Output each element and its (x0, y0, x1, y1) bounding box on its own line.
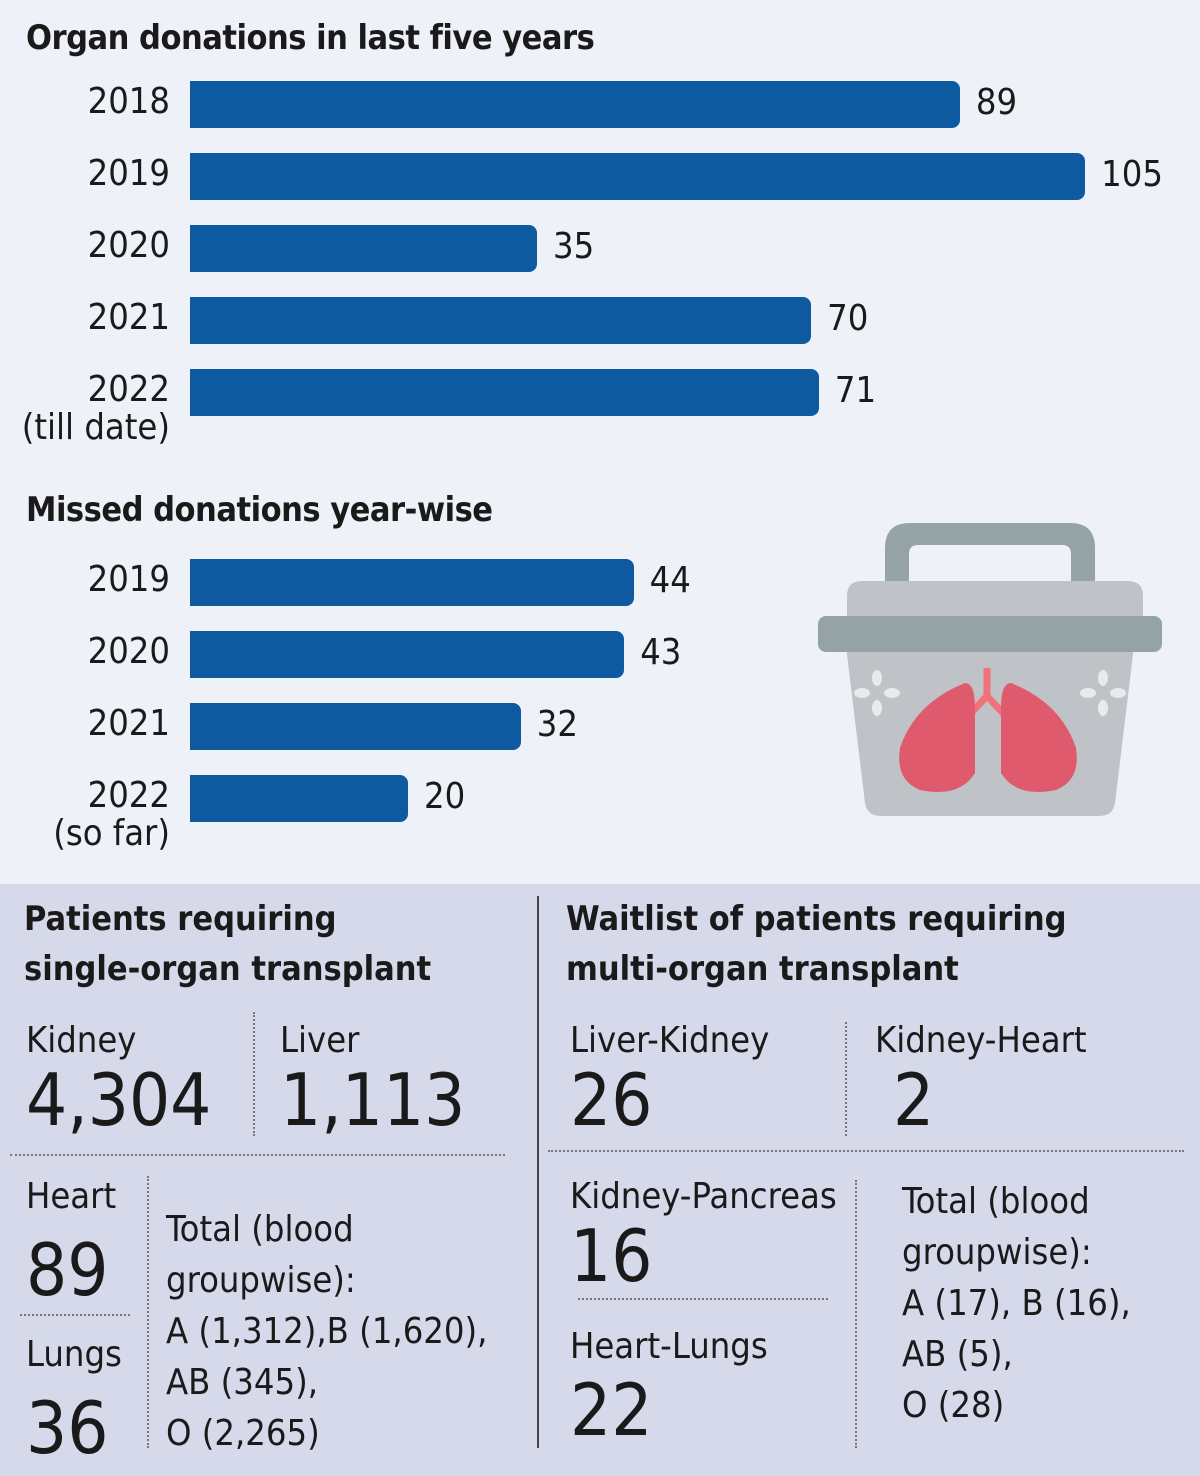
data-label: 43 (640, 632, 682, 673)
heart-value: 89 (26, 1228, 109, 1312)
bar (190, 631, 625, 678)
bar (190, 225, 538, 272)
data-label: 35 (553, 226, 595, 267)
category-label: 2022 (87, 775, 170, 816)
text-line: Total (blood (166, 1209, 354, 1250)
kidney-value: 4,304 (26, 1058, 212, 1142)
heart-label: Heart (26, 1176, 117, 1217)
text-line: A (1,312),B (1,620), (166, 1311, 488, 1352)
category-label: 2022 (87, 369, 170, 410)
kidney-heart-value: 2 (893, 1058, 935, 1142)
category-note: (so far) (53, 813, 170, 854)
category-label: 2018 (87, 81, 170, 122)
text-line: O (2,265) (166, 1413, 320, 1454)
bar (190, 703, 521, 750)
kidney-heart-label: Kidney-Heart (875, 1020, 1087, 1061)
liver-kidney-label: Liver-Kidney (570, 1020, 770, 1061)
lungs-label: Lungs (26, 1334, 122, 1375)
text-line: A (17), B (16), (902, 1283, 1131, 1324)
text-line: groupwise): (166, 1260, 356, 1301)
text-line: AB (345), (166, 1362, 319, 1403)
category-note: (till date) (21, 407, 170, 448)
data-label: 44 (649, 560, 691, 601)
liver-value: 1,113 (280, 1058, 466, 1142)
bar (190, 81, 960, 128)
bar (190, 369, 819, 416)
multi-title-2: multi-organ transplant (566, 949, 959, 989)
liver-label: Liver (280, 1020, 360, 1061)
bar (190, 559, 634, 606)
lungs-value: 36 (26, 1386, 109, 1470)
data-label: 32 (536, 704, 578, 745)
single-title-2: single-organ transplant (24, 949, 432, 989)
heart-lungs-value: 22 (570, 1368, 653, 1452)
data-label: 20 (424, 776, 466, 817)
organ-cooler-box-with-lungs-icon (818, 523, 1162, 816)
kidney-pancreas-label: Kidney-Pancreas (570, 1176, 837, 1217)
text-line: groupwise): (902, 1232, 1092, 1273)
category-label: 2020 (87, 225, 170, 266)
bar (190, 153, 1086, 200)
data-label: 105 (1101, 154, 1163, 195)
multi-title-1: Waitlist of patients requiring (566, 899, 1067, 939)
single-title-1: Patients requiring (24, 899, 337, 939)
chart1-title: Organ donations in last five years (26, 18, 595, 58)
kidney-label: Kidney (26, 1020, 137, 1061)
bar (190, 297, 812, 344)
kidney-pancreas-value: 16 (570, 1214, 653, 1298)
heart-lungs-label: Heart-Lungs (570, 1326, 768, 1367)
category-label: 2021 (87, 297, 170, 338)
category-label: 2020 (87, 631, 170, 672)
text-line: O (28) (902, 1385, 1005, 1426)
category-label: 2019 (87, 559, 170, 600)
liver-kidney-value: 26 (570, 1058, 653, 1142)
transplant-stats-panel: Patients requiring single-organ transpla… (0, 884, 1200, 1476)
single-blood-group-total: Total (blood groupwise): A (1,312),B (1,… (166, 1204, 487, 1459)
category-label: 2021 (87, 703, 170, 744)
text-line: AB (5), (902, 1334, 1013, 1375)
data-label: 71 (834, 370, 877, 411)
text-line: Total (blood (902, 1181, 1090, 1222)
bar (190, 775, 408, 822)
data-label: 89 (975, 82, 1018, 123)
multi-blood-group-total: Total (blood groupwise): A (17), B (16),… (902, 1176, 1131, 1431)
chart2-title: Missed donations year-wise (26, 490, 493, 530)
data-label: 70 (827, 298, 869, 339)
category-label: 2019 (87, 153, 170, 194)
